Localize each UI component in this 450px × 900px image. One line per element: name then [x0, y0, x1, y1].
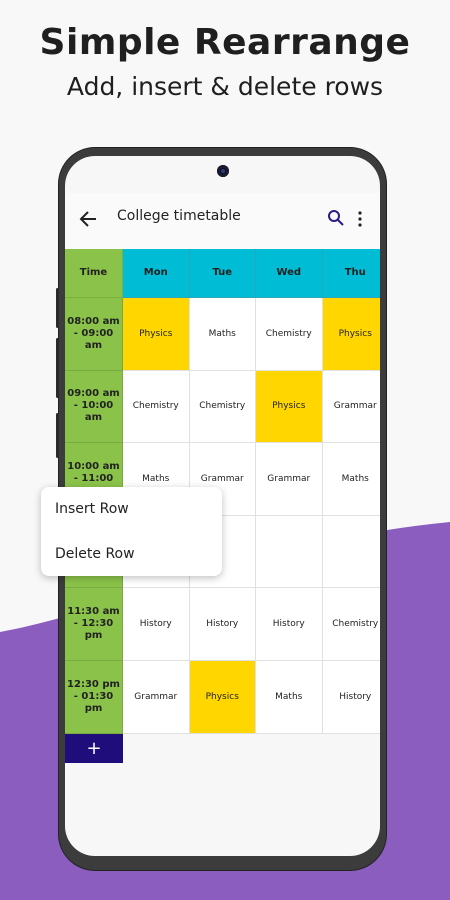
time-slot-cell[interactable]: 12:30 pm - 01:30 pm	[65, 661, 123, 734]
timetable-cell[interactable]: Physics	[189, 661, 256, 734]
timetable-cell[interactable]: Maths	[189, 298, 256, 371]
add-row-button[interactable]: +	[65, 733, 123, 763]
time-slot-cell[interactable]: 11:30 am - 12:30 pm	[65, 588, 123, 661]
timetable-cell[interactable]: History	[189, 588, 256, 661]
delete-row-menu-item[interactable]: Delete Row	[55, 546, 135, 562]
camera-icon	[217, 165, 229, 177]
insert-row-menu-item[interactable]: Insert Row	[55, 501, 129, 517]
timetable-cell[interactable]: Chemistry	[189, 370, 256, 444]
timetable-cell[interactable]: Physics	[123, 298, 190, 371]
timetable-cell[interactable]: History	[322, 661, 380, 734]
promo-subtitle: Add, insert & delete rows	[66, 72, 384, 101]
timetable-cell[interactable]: Physics	[322, 298, 380, 371]
back-arrow-icon[interactable]	[79, 209, 97, 229]
day-header-mon: Mon	[123, 249, 190, 298]
app-bar: College timetable	[65, 193, 380, 249]
timetable-cell[interactable]: Chemistry	[322, 588, 380, 661]
timetable-cell[interactable]: Maths	[322, 443, 380, 516]
timetable-cell[interactable]: Grammar	[322, 370, 380, 444]
timetable-cell[interactable]	[256, 515, 323, 589]
more-vert-icon[interactable]	[357, 211, 363, 227]
time-column-header: Time	[65, 249, 123, 298]
time-slot-cell[interactable]: 09:00 am - 10:00 am	[65, 370, 123, 444]
day-header-thu: Thu	[322, 249, 380, 298]
timetable-cell[interactable]: Chemistry	[123, 370, 190, 444]
timetable-cell[interactable]: Physics	[256, 370, 323, 444]
timetable-cell[interactable]: History	[256, 588, 323, 661]
promo-title: Simple Rearrange	[39, 22, 411, 63]
timetable-cell[interactable]: Grammar	[256, 443, 323, 516]
timetable-cell[interactable]: Maths	[256, 661, 323, 734]
timetable-cell[interactable]	[322, 515, 380, 589]
row-context-menu: Insert Row Delete Row	[41, 487, 222, 576]
search-icon[interactable]	[327, 209, 345, 227]
day-header-wed: Wed	[256, 249, 323, 298]
app-title: College timetable	[117, 208, 241, 224]
timetable-cell[interactable]: Chemistry	[256, 298, 323, 371]
timetable-cell[interactable]: History	[123, 588, 190, 661]
time-slot-cell[interactable]: 08:00 am - 09:00 am	[65, 298, 123, 371]
day-header-tue: Tue	[189, 249, 256, 298]
timetable-cell[interactable]: Grammar	[123, 661, 190, 734]
